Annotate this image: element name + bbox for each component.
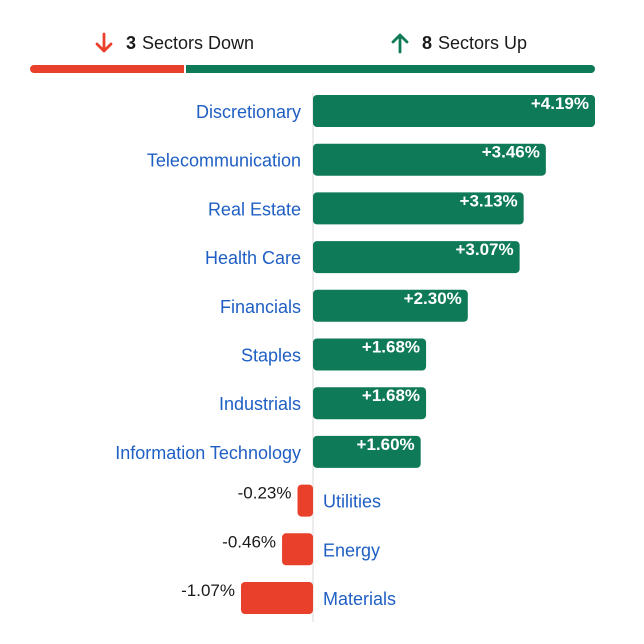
bar-6 xyxy=(313,338,427,371)
bar-3 xyxy=(313,192,524,225)
value-label-5: +2.30% xyxy=(404,289,462,308)
value-label-8: +1.60% xyxy=(357,435,415,454)
sector-summary: 3 Sectors Down 8 Sectors Up xyxy=(0,28,644,58)
sectors-up-label: Sectors Up xyxy=(438,32,528,53)
category-label-10: Energy xyxy=(323,540,380,560)
sectors-down-label: Sectors Down xyxy=(142,32,255,53)
value-label-10: -0.46% xyxy=(222,532,276,551)
ratio-bar-up-segment xyxy=(186,65,595,73)
bar-4 xyxy=(313,241,520,274)
arrow-down-icon xyxy=(95,32,113,53)
bar-1 xyxy=(313,95,595,127)
value-label-3: +3.13% xyxy=(460,191,518,210)
category-label-5: Financials xyxy=(220,297,301,317)
value-label-6: +1.68% xyxy=(362,338,420,357)
category-label-8: Information Technology xyxy=(115,443,301,463)
value-label-1: +4.19% xyxy=(531,94,589,113)
bar-11 xyxy=(240,582,313,614)
category-label-2: Telecommunication xyxy=(147,151,301,171)
category-label-11: Materials xyxy=(323,589,396,609)
arrow-up-icon xyxy=(391,33,409,54)
bar-8 xyxy=(313,435,421,468)
category-label-4: Health Care xyxy=(205,248,301,268)
category-label-6: Staples xyxy=(241,346,301,366)
category-label-9: Utilities xyxy=(323,492,381,512)
value-label-4: +3.07% xyxy=(455,240,513,259)
sectors-down-summary: 3 Sectors Down xyxy=(92,28,254,58)
bar-10 xyxy=(282,533,313,566)
bar-2 xyxy=(313,143,546,176)
value-label-2: +3.46% xyxy=(482,143,540,162)
sectors-up-summary: 8 Sectors Up xyxy=(388,28,527,58)
value-label-11: -1.07% xyxy=(181,581,235,600)
value-label-9: -0.23% xyxy=(238,484,292,503)
value-label-7: +1.68% xyxy=(362,386,420,405)
bar-7 xyxy=(313,387,427,420)
category-label-3: Real Estate xyxy=(208,199,301,219)
ratio-bar-down-segment xyxy=(30,65,184,73)
bar-5 xyxy=(313,289,468,322)
category-label-1: Discretionary xyxy=(196,102,301,122)
bar-9 xyxy=(297,484,313,517)
sectors-up-count: 8 xyxy=(422,32,433,53)
category-label-7: Industrials xyxy=(219,394,301,414)
sector-ratio-bar xyxy=(30,65,595,73)
sectors-down-count: 3 xyxy=(126,32,137,53)
